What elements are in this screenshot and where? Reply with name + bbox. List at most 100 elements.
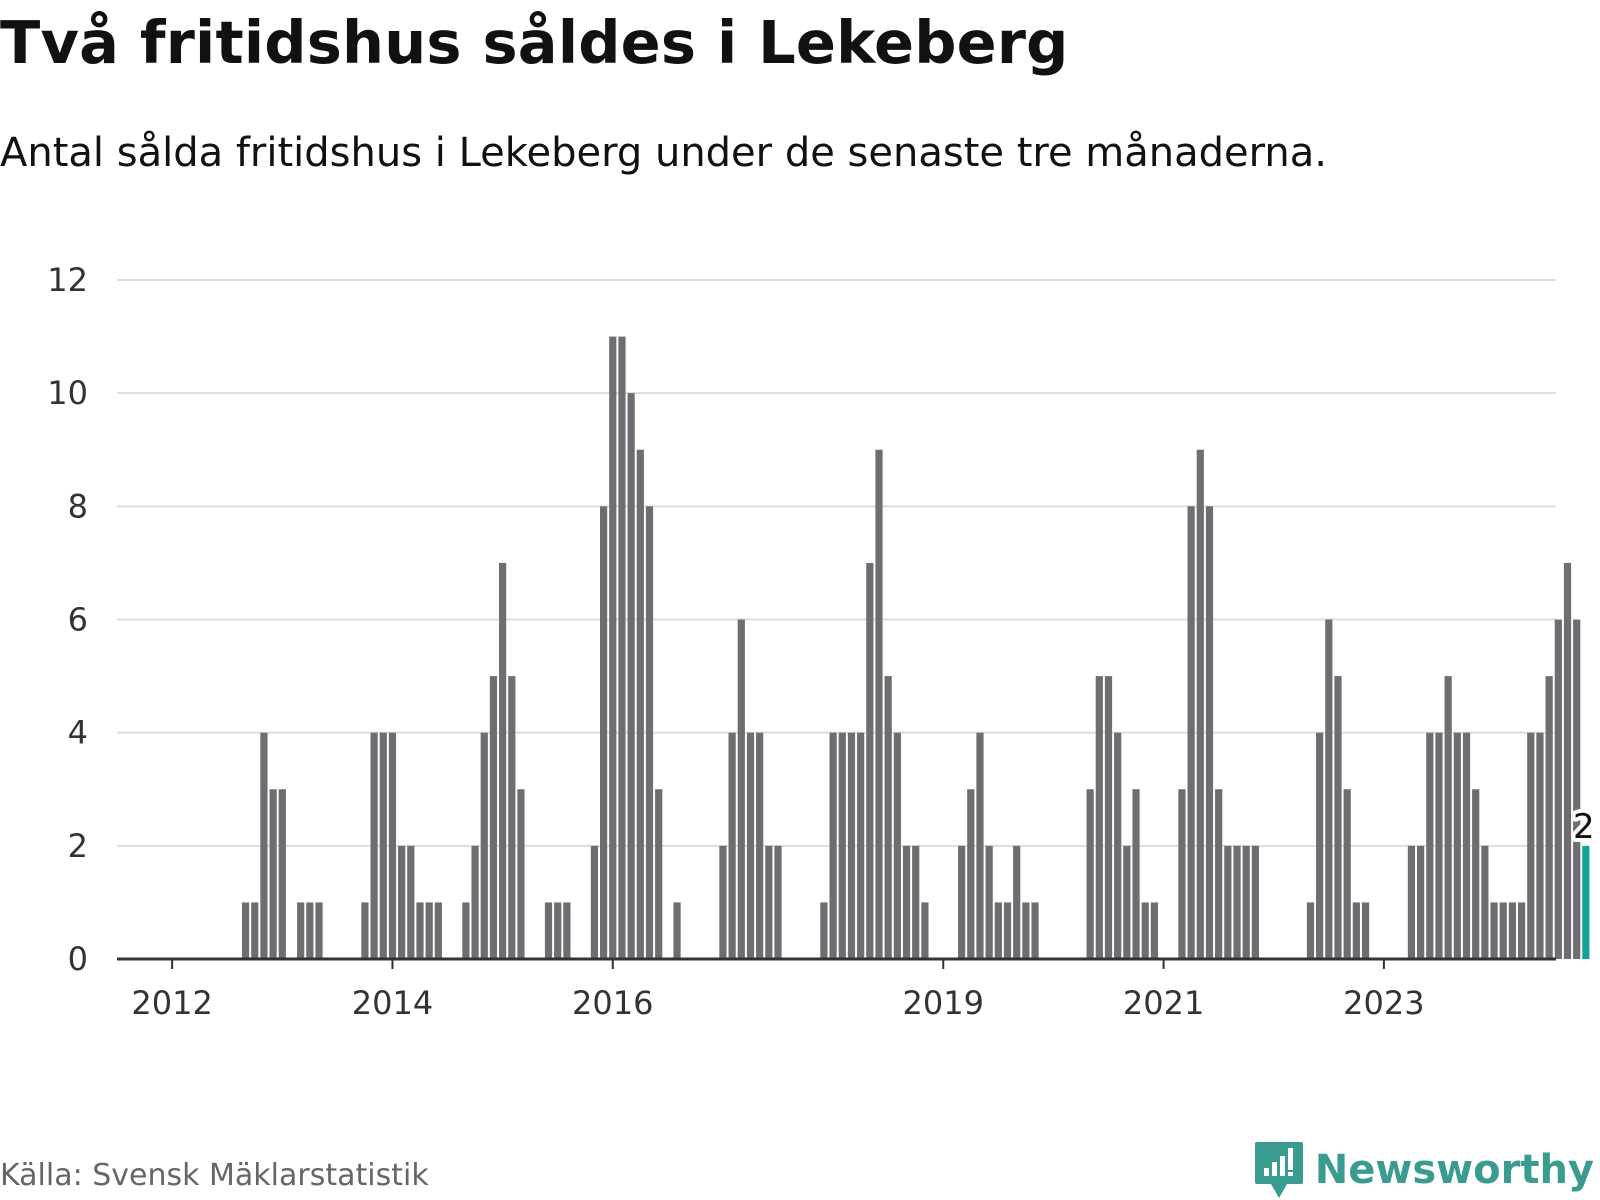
bar	[820, 902, 828, 959]
bar	[278, 789, 286, 959]
bar	[1508, 902, 1517, 959]
bar	[866, 562, 874, 959]
bar	[1417, 845, 1425, 959]
bar	[1242, 845, 1250, 959]
bar	[1453, 732, 1461, 959]
bar	[636, 449, 644, 959]
x-tick-label-2023: 2023	[1343, 984, 1424, 1022]
bar	[774, 845, 782, 959]
bar	[241, 902, 250, 959]
bar	[958, 845, 966, 959]
bar	[306, 902, 314, 959]
bar	[480, 732, 488, 959]
source-note: Källa: Svensk Mäklarstatistik	[0, 1158, 429, 1193]
bar	[737, 619, 745, 959]
annotations: 2	[1569, 803, 1599, 851]
bar-latest	[1582, 845, 1590, 959]
y-axis-tick-labels: 0 2 4 6 8 10 12	[47, 261, 88, 978]
bar	[1031, 902, 1039, 959]
bar	[1343, 789, 1351, 959]
bar	[1215, 789, 1223, 959]
bar-chart: 0 2 4 6 8 10 12 2012 2014 2016 2019 2021 2023 2	[47, 261, 1599, 1022]
bar	[847, 732, 856, 959]
bar	[416, 902, 424, 959]
bar	[1554, 619, 1562, 959]
bar	[1114, 732, 1122, 959]
x-tick-label-2012: 2012	[131, 984, 212, 1022]
bar	[517, 789, 525, 959]
bar	[673, 902, 681, 959]
bar	[609, 336, 617, 959]
y-tick-label-2: 2	[68, 827, 88, 865]
bar	[425, 902, 433, 959]
x-tick-label-2016: 2016	[572, 984, 653, 1022]
bar	[489, 676, 498, 959]
latest-value-label: 2	[1573, 807, 1595, 847]
bar	[1178, 789, 1186, 959]
bar	[1573, 619, 1581, 959]
bar	[756, 732, 764, 959]
bar	[1481, 845, 1489, 959]
bar	[838, 732, 846, 959]
bar	[884, 676, 892, 959]
bar	[1545, 676, 1553, 959]
bar	[728, 732, 736, 959]
y-tick-label-10: 10	[47, 374, 88, 412]
bar	[251, 902, 259, 959]
bar	[1334, 676, 1342, 959]
bar	[1150, 902, 1158, 959]
bar	[857, 732, 865, 959]
bar	[1499, 902, 1507, 959]
bar	[1123, 845, 1131, 959]
bars	[241, 336, 1590, 960]
bar	[1518, 902, 1526, 959]
bar	[1022, 902, 1030, 959]
bar	[434, 902, 442, 959]
bar	[590, 845, 599, 959]
bar	[1187, 506, 1195, 959]
bar	[499, 562, 507, 959]
bar	[627, 393, 635, 960]
bar	[746, 732, 755, 959]
bar	[1132, 789, 1140, 959]
x-tick-label-2021: 2021	[1123, 984, 1204, 1022]
bar	[1352, 902, 1360, 959]
bar	[379, 732, 387, 959]
bar	[1361, 902, 1370, 959]
bar	[912, 845, 920, 959]
chart-title: Två fritidshus såldes i Lekeberg	[0, 8, 1069, 77]
x-axis	[117, 957, 1556, 969]
brand-name: Newsworthy	[1314, 1147, 1594, 1193]
y-tick-label-6: 6	[68, 601, 88, 639]
bar	[398, 845, 406, 959]
bar	[1205, 506, 1214, 959]
bar	[1435, 732, 1443, 959]
bar	[1196, 449, 1204, 959]
bar	[985, 845, 993, 959]
x-tick-label-2019: 2019	[903, 984, 984, 1022]
bar	[1316, 732, 1324, 959]
bar	[1325, 619, 1333, 959]
bar	[1104, 676, 1113, 959]
y-tick-label-8: 8	[68, 487, 88, 525]
bar	[1462, 732, 1471, 959]
bar	[388, 732, 397, 959]
bar	[994, 902, 1002, 959]
bar	[1095, 676, 1103, 959]
bar	[508, 676, 516, 959]
brand-logo: Newsworthy	[1253, 1140, 1594, 1200]
bar	[921, 902, 929, 959]
bar	[407, 845, 415, 959]
bar	[315, 902, 323, 959]
bar	[1003, 902, 1012, 959]
bar	[829, 732, 837, 959]
bar	[1306, 902, 1315, 959]
bar	[1013, 845, 1021, 959]
bar	[967, 789, 975, 959]
x-axis-tick-labels: 2012 2014 2016 2019 2021 2023	[131, 984, 1424, 1022]
bar	[370, 732, 378, 959]
bar	[600, 506, 608, 959]
bar	[471, 845, 479, 959]
bar	[297, 902, 305, 959]
x-tick-label-2014: 2014	[352, 984, 433, 1022]
